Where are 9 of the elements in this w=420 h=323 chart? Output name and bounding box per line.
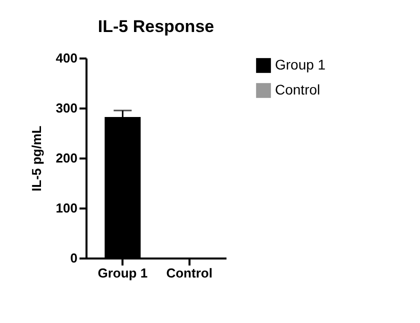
y-tick-label: 100 <box>56 200 78 216</box>
y-tick-label: 200 <box>56 150 78 166</box>
y-axis-title: IL-5 pg/mL <box>28 126 44 192</box>
legend-label: Control <box>275 82 320 98</box>
chart-title: IL-5 Response <box>98 17 214 36</box>
y-tick-label: 0 <box>70 250 78 266</box>
y-tick-label: 400 <box>56 50 78 66</box>
y-tick-label: 300 <box>56 100 78 116</box>
legend-label: Group 1 <box>275 56 326 72</box>
